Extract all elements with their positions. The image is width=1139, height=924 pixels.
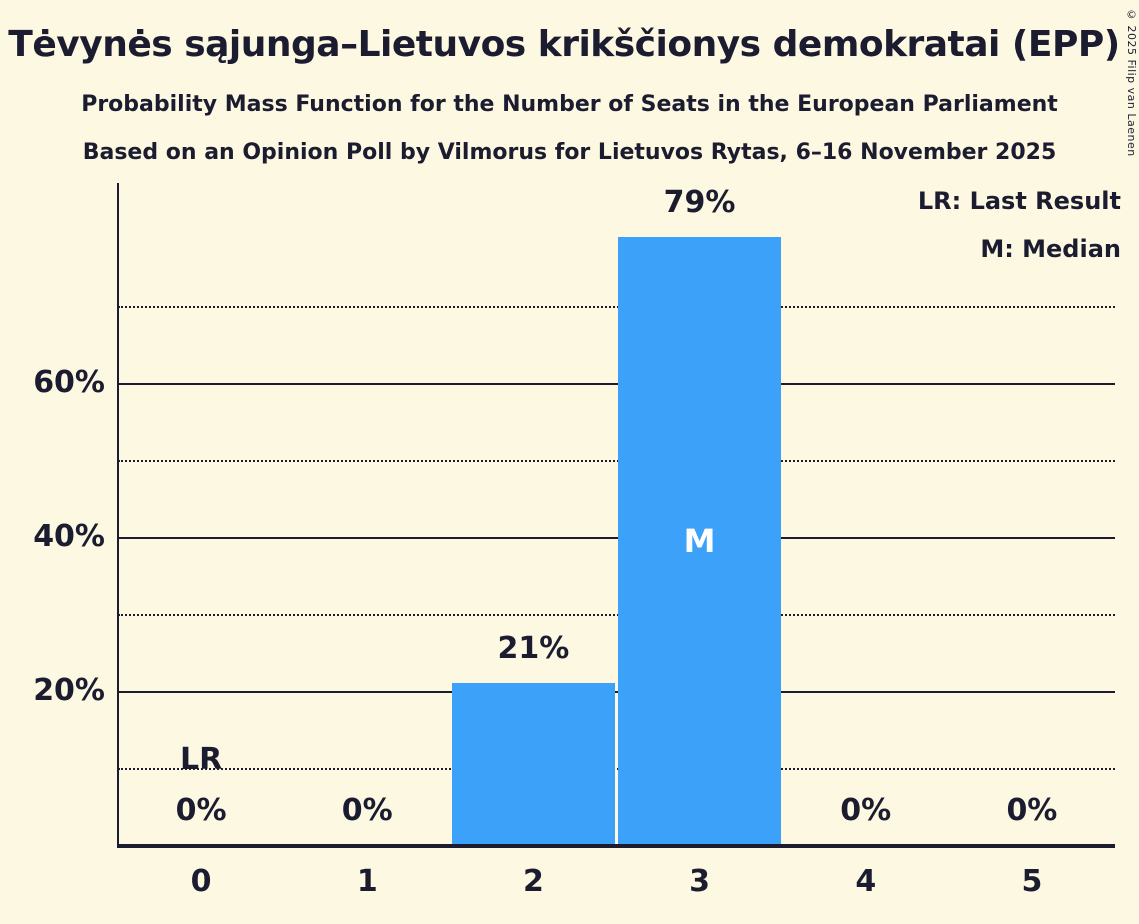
y-axis-tick-label: 20% <box>33 673 105 709</box>
bar-value-label-0: 0% <box>175 793 227 828</box>
x-axis-tick-label-2: 2 <box>522 864 544 899</box>
chart-subtitle-pmf: Probability Mass Function for the Number… <box>81 92 1058 117</box>
bar-seats-3 <box>618 236 782 845</box>
chart-title: Tėvynės sąjunga–Lietuvos krikščionys dem… <box>8 24 1120 65</box>
chart-subtitle-poll: Based on an Opinion Poll by Vilmorus for… <box>82 140 1057 165</box>
gridline-dotted-70 <box>118 306 1115 309</box>
gridline-solid-40 <box>118 537 1115 540</box>
median-marker: M <box>683 521 716 560</box>
bar-value-label-1: 0% <box>341 793 393 828</box>
gridline-dotted-30 <box>118 614 1115 617</box>
gridline-dotted-50 <box>118 460 1115 463</box>
bar-value-label-2: 21% <box>497 631 570 667</box>
y-axis-tick-label: 60% <box>33 365 105 401</box>
bar-seats-2 <box>451 683 615 845</box>
bar-value-label-3: 79% <box>663 184 736 220</box>
x-axis-tick-label-3: 3 <box>689 864 711 899</box>
x-axis-tick-label-1: 1 <box>356 864 378 899</box>
bar-value-label-5: 0% <box>1006 793 1058 828</box>
legend-median: M: Median <box>980 235 1121 263</box>
x-axis-tick-label-5: 5 <box>1021 864 1043 899</box>
copyright-notice: © 2025 Filip van Laenen <box>1125 8 1138 157</box>
gridline-solid-60 <box>118 383 1115 386</box>
x-axis-line <box>117 844 1115 848</box>
gridline-solid-20 <box>118 691 1115 694</box>
x-axis-tick-label-0: 0 <box>190 864 212 899</box>
gridline-dotted-10 <box>118 768 1115 771</box>
y-axis-line <box>117 183 119 845</box>
legend-last-result: LR: Last Result <box>917 187 1121 215</box>
y-axis-tick-label: 40% <box>33 519 105 555</box>
bar-value-label-4: 0% <box>840 793 892 828</box>
x-axis-tick-label-4: 4 <box>855 864 877 899</box>
last-result-marker: LR <box>179 742 223 777</box>
